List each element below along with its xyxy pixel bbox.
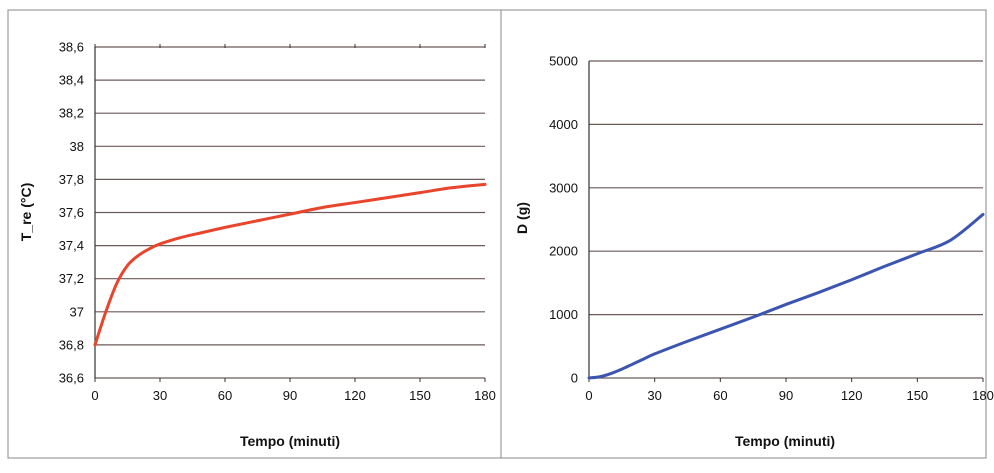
x-tick-label: 90: [283, 388, 297, 403]
chart-temperature: 36,6 36,8 37 37,2 37,4 37,6 37,8 38 38,2 38,4 38,6…: [18, 40, 496, 450]
y-tick-label: 37,2: [59, 271, 84, 286]
y-tick-label: 38,6: [59, 40, 84, 55]
y-tick-label: 0: [571, 371, 578, 386]
y-tick-label: 37,6: [59, 205, 84, 220]
series-line: [93, 182, 487, 347]
x-tick-label: 180: [474, 388, 496, 403]
y-tick-label: 38,2: [59, 106, 84, 121]
y-tick-label: 36,6: [59, 371, 84, 386]
y-tick-label: 38,4: [59, 73, 84, 88]
y-tick-label: 37,4: [59, 238, 84, 253]
x-tick-label: 150: [906, 388, 928, 403]
y-tick-label: 3000: [549, 180, 578, 195]
x-tick-label: 30: [153, 388, 167, 403]
y-axis-title: T_re (°C): [18, 183, 34, 242]
x-tick-label: 180: [972, 388, 994, 403]
x-tick-label: 60: [218, 388, 232, 403]
x-axis-title: Tempo (minuti): [240, 433, 340, 449]
x-tick-label: 120: [841, 388, 863, 403]
figure-border: [7, 9, 987, 459]
x-axis-title: Tempo (minuti): [735, 433, 835, 449]
y-axis-title: D (g): [514, 202, 530, 234]
x-tick-label: 0: [585, 388, 592, 403]
y-tick-label: 1000: [549, 307, 578, 322]
chart-sweat-loss: 0 1000 2000 3000 4000 5000 0 30 60 90 120 150 180 Tem…: [514, 54, 994, 450]
series-line: [587, 212, 985, 380]
y-tick-label: 38: [70, 139, 84, 154]
y-tick-label: 4000: [549, 117, 578, 132]
x-tick-label: 30: [647, 388, 661, 403]
x-tick-label: 0: [91, 388, 98, 403]
x-tick-label: 90: [779, 388, 793, 403]
y-tick-label: 37,8: [59, 172, 84, 187]
x-tick-label: 120: [344, 388, 366, 403]
x-tick-label: 150: [409, 388, 431, 403]
y-tick-label: 2000: [549, 244, 578, 259]
y-tick-label: 5000: [549, 54, 578, 69]
y-tick-label: 37: [70, 304, 84, 319]
y-tick-label: 36,8: [59, 337, 84, 352]
x-tick-label: 60: [713, 388, 727, 403]
